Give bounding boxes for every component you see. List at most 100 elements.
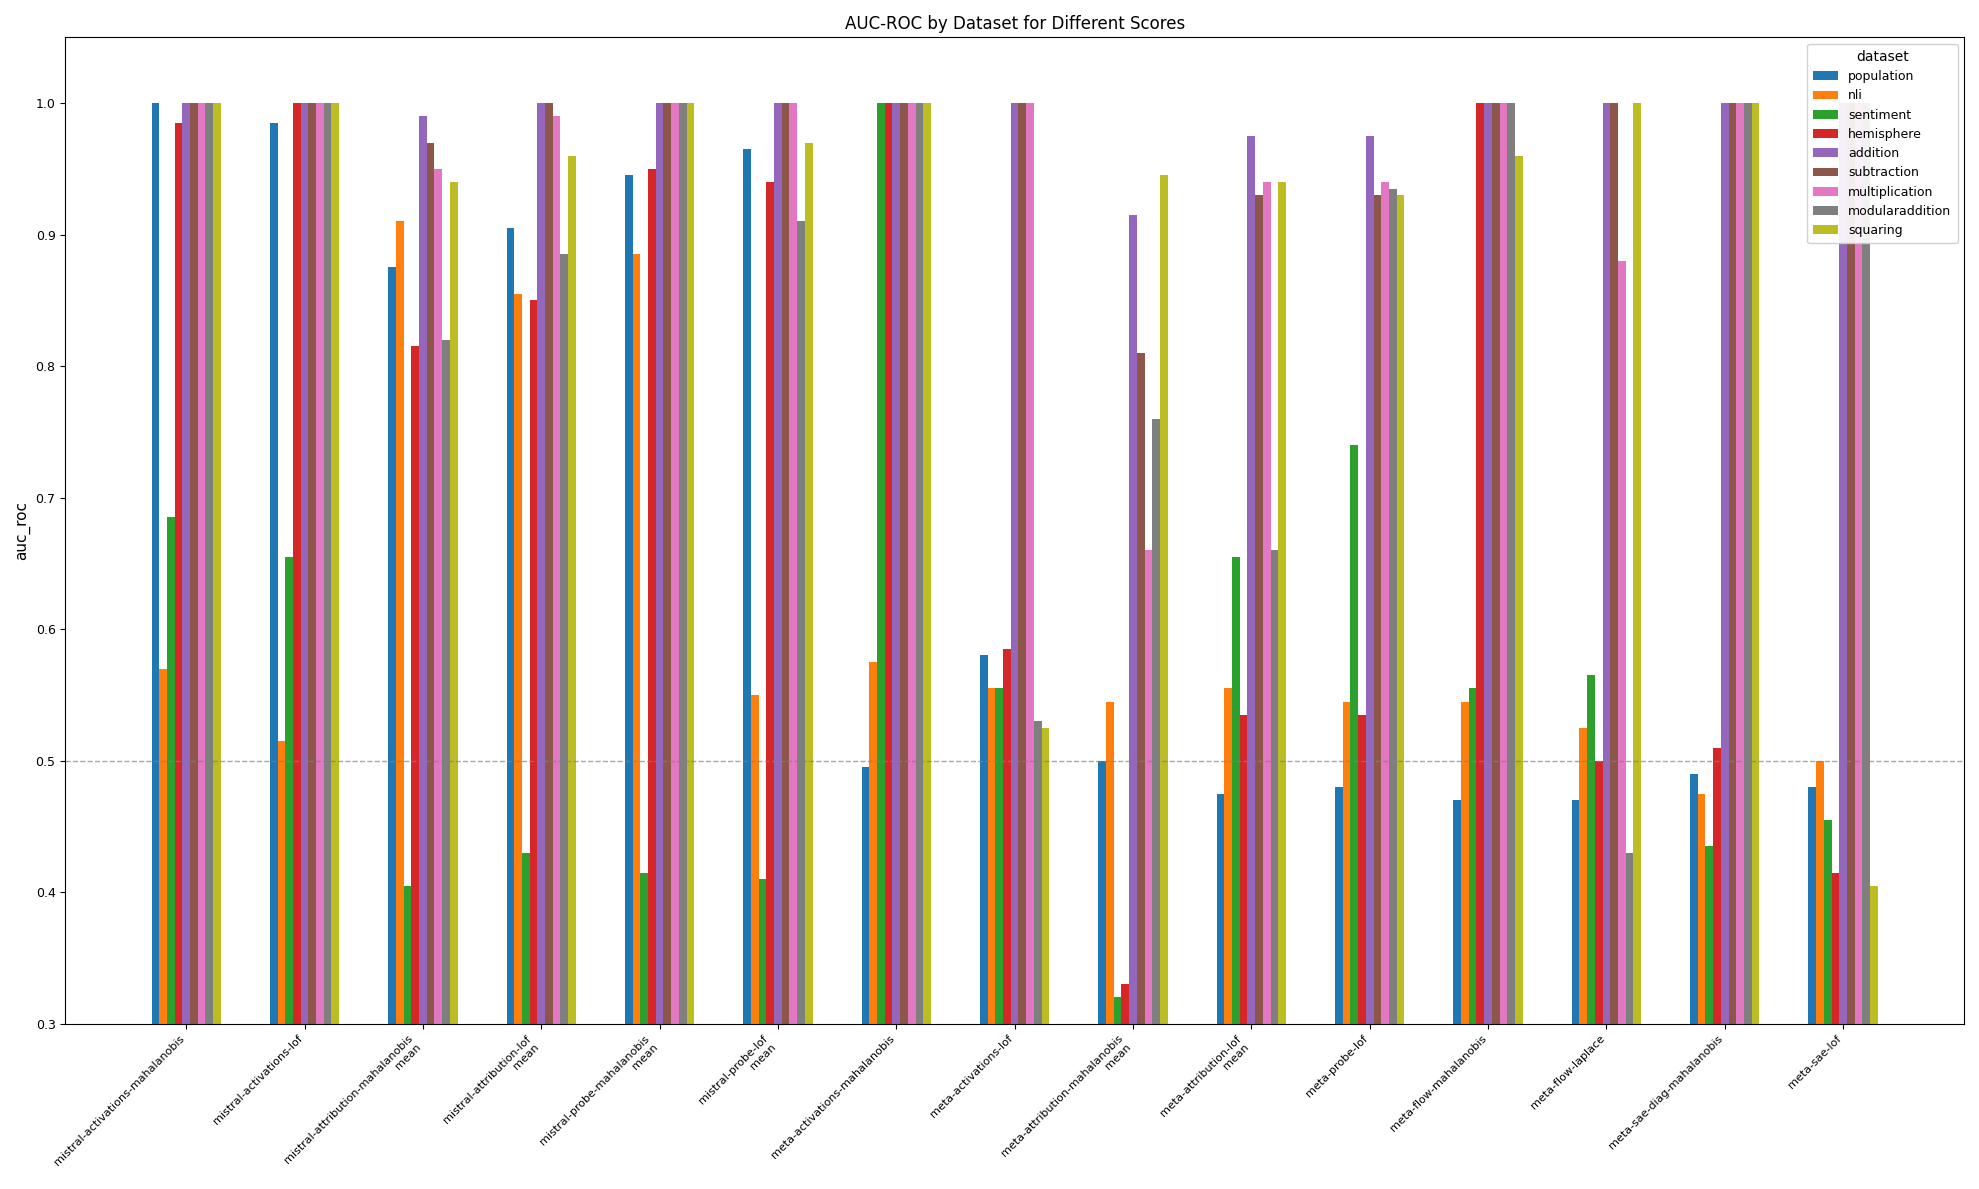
Bar	[1358, 715, 1366, 1189]
Bar	[877, 103, 885, 1189]
Bar	[1500, 103, 1508, 1189]
Bar	[1831, 873, 1838, 1189]
Bar	[1461, 702, 1468, 1189]
Bar	[1492, 103, 1500, 1189]
Bar	[1041, 728, 1049, 1189]
Bar	[1714, 748, 1722, 1189]
Bar	[1344, 702, 1350, 1189]
Bar	[1728, 103, 1736, 1189]
Bar	[744, 149, 750, 1189]
Title: AUC-ROC by Dataset for Different Scores: AUC-ROC by Dataset for Different Scores	[845, 15, 1185, 33]
Bar	[1271, 551, 1278, 1189]
Bar	[1003, 649, 1011, 1189]
Bar	[1247, 136, 1255, 1189]
Bar	[1381, 182, 1389, 1189]
Bar	[301, 103, 309, 1189]
Bar	[1809, 787, 1817, 1189]
Bar	[1098, 761, 1106, 1189]
Bar	[1862, 103, 1870, 1189]
Bar	[885, 103, 893, 1189]
Bar	[1870, 886, 1878, 1189]
Bar	[174, 122, 182, 1189]
Bar	[1336, 787, 1344, 1189]
Bar	[805, 143, 813, 1189]
Bar	[1817, 761, 1825, 1189]
Bar	[552, 117, 560, 1189]
Bar	[427, 143, 435, 1189]
Bar	[190, 103, 198, 1189]
Bar	[388, 268, 396, 1189]
Bar	[1225, 688, 1233, 1189]
Bar	[560, 254, 568, 1189]
Bar	[166, 517, 174, 1189]
Bar	[1736, 103, 1743, 1189]
Bar	[1846, 103, 1854, 1189]
Bar	[687, 103, 695, 1189]
Bar	[679, 103, 687, 1189]
Bar	[522, 853, 530, 1189]
Bar	[798, 221, 805, 1189]
Bar	[1122, 984, 1130, 1189]
Legend: population, nli, sentiment, hemisphere, addition, subtraction, multiplication, m: population, nli, sentiment, hemisphere, …	[1807, 44, 1957, 244]
Bar	[330, 103, 338, 1189]
Bar	[515, 294, 522, 1189]
Bar	[1619, 260, 1625, 1189]
Bar	[1571, 800, 1579, 1189]
Bar	[1579, 728, 1587, 1189]
Bar	[1706, 847, 1714, 1189]
Bar	[924, 103, 930, 1189]
Bar	[1263, 182, 1271, 1189]
Bar	[900, 103, 908, 1189]
Bar	[507, 228, 515, 1189]
Bar	[1453, 800, 1461, 1189]
Bar	[1350, 445, 1358, 1189]
Bar	[1011, 103, 1019, 1189]
Bar	[1136, 353, 1144, 1189]
Bar	[1278, 182, 1286, 1189]
Bar	[1690, 774, 1698, 1189]
Bar	[1698, 793, 1706, 1189]
Bar	[1033, 722, 1041, 1189]
Bar	[214, 103, 222, 1189]
Bar	[641, 873, 647, 1189]
Bar	[1603, 103, 1611, 1189]
Bar	[1106, 702, 1114, 1189]
Bar	[1854, 103, 1862, 1189]
Bar	[1838, 103, 1846, 1189]
Bar	[625, 176, 633, 1189]
Bar	[544, 103, 552, 1189]
Bar	[435, 169, 441, 1189]
Bar	[995, 688, 1003, 1189]
Bar	[404, 886, 412, 1189]
Bar	[325, 103, 330, 1189]
Bar	[1239, 715, 1247, 1189]
Bar	[1484, 103, 1492, 1189]
Bar	[1825, 820, 1831, 1189]
Bar	[420, 117, 427, 1189]
Bar	[655, 103, 663, 1189]
Bar	[1152, 419, 1160, 1189]
Bar	[750, 694, 758, 1189]
Bar	[790, 103, 798, 1189]
Bar	[1233, 556, 1239, 1189]
Bar	[980, 655, 988, 1189]
Bar	[538, 103, 544, 1189]
Bar	[663, 103, 671, 1189]
Bar	[1027, 103, 1033, 1189]
Bar	[1625, 853, 1633, 1189]
Bar	[1587, 675, 1595, 1189]
Bar	[1476, 103, 1484, 1189]
Bar	[269, 122, 277, 1189]
Bar	[1217, 793, 1225, 1189]
Bar	[1722, 103, 1728, 1189]
Bar	[277, 741, 285, 1189]
Bar	[1160, 176, 1168, 1189]
Bar	[766, 182, 774, 1189]
Bar	[647, 169, 655, 1189]
Bar	[893, 103, 900, 1189]
Bar	[449, 182, 457, 1189]
Bar	[285, 556, 293, 1189]
Bar	[869, 662, 877, 1189]
Bar	[412, 346, 420, 1189]
Bar	[1114, 998, 1122, 1189]
